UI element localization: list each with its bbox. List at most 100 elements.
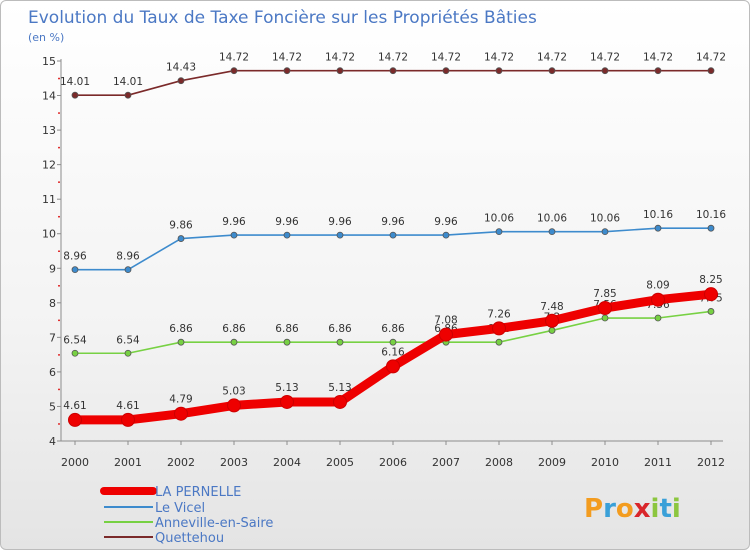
y-minor-tick [58, 285, 60, 287]
data-label: 7.08 [434, 315, 457, 327]
data-point [177, 77, 185, 85]
data-label: 14.72 [219, 52, 249, 64]
data-label: 9.96 [381, 216, 405, 228]
x-tick-label: 2007 [432, 456, 460, 469]
y-tick-label: 13 [42, 124, 56, 137]
x-tick-label: 2012 [697, 456, 725, 469]
series-layer: 14.01 14.01 14.43 14.72 14.72 14.72 14.72 14.72… [60, 52, 726, 427]
data-point [283, 338, 291, 346]
x-tick-label: 2004 [273, 456, 301, 469]
x-tick-label: 2006 [379, 456, 407, 469]
y-minor-tick [58, 181, 60, 183]
data-label: 6.86 [381, 323, 405, 335]
y-minor-tick [58, 388, 60, 391]
x-tick-label: 2008 [485, 456, 513, 469]
data-label: 6.16 [381, 346, 405, 358]
data-label: 6.54 [116, 334, 140, 346]
data-point [548, 327, 556, 334]
y-tick-label: 11 [42, 193, 56, 206]
data-label: 14.01 [60, 76, 90, 88]
data-label: 14.01 [113, 76, 143, 88]
data-label: 9.96 [222, 216, 246, 228]
data-label: 14.72 [484, 52, 514, 64]
data-point [121, 412, 135, 427]
data-point [548, 67, 556, 75]
data-label: 9.96 [434, 216, 458, 228]
data-point [495, 338, 503, 346]
legend-label: Quettehou [155, 531, 224, 546]
series-line [74, 69, 712, 96]
data-label: 10.06 [484, 213, 514, 225]
y-tick-label: 15 [42, 55, 56, 68]
y-minor-tick [58, 423, 60, 425]
data-point [495, 67, 503, 75]
y-tick-label: 12 [42, 159, 56, 172]
data-label: 14.72 [643, 52, 673, 64]
data-label: 7.26 [487, 308, 511, 320]
logo-letter: t [659, 494, 671, 524]
data-label: 14.72 [272, 52, 302, 64]
data-label: 5.13 [328, 382, 351, 394]
x-tick-label: 2009 [538, 456, 566, 469]
data-point [230, 231, 238, 239]
logo-letter: x [634, 494, 651, 524]
y-minor-tick [58, 146, 60, 149]
series-la-pernelle: 4.61 4.61 4.79 5.03 5.13 5.13 6.16 7.08 7.26 7.48… [63, 274, 723, 427]
legend-label: LA PERNELLE [155, 485, 241, 500]
y-minor-tick [58, 215, 60, 218]
data-point [707, 67, 715, 75]
data-point [442, 67, 450, 75]
data-label: 6.86 [275, 323, 299, 335]
data-point [174, 406, 188, 421]
series-le-vicel: 8.96 8.96 9.86 9.96 9.96 9.96 9.96 9.96 10.06 10.… [63, 209, 726, 274]
data-point [227, 398, 241, 413]
data-point [601, 314, 609, 322]
data-point [230, 338, 238, 346]
logo-letter: o [616, 494, 634, 524]
data-point [386, 359, 400, 374]
data-point [177, 338, 185, 346]
y-tick-label: 10 [42, 228, 56, 241]
logo-letter: i [672, 494, 681, 524]
data-point [124, 266, 132, 274]
y-minor-tick [58, 319, 60, 322]
data-point [654, 67, 662, 75]
data-label: 9.96 [275, 216, 299, 228]
x-tick-label: 2000 [61, 456, 89, 469]
data-label: 4.61 [116, 400, 139, 412]
data-label: 5.13 [275, 382, 298, 394]
x-tick-label: 2002 [167, 456, 195, 469]
data-label: 4.79 [169, 394, 192, 406]
chart-title: Evolution du Taux de Taxe Foncière sur l… [28, 8, 537, 28]
data-label: 7.85 [593, 288, 616, 300]
data-label: 8.25 [699, 274, 722, 286]
series-quettehou: 14.01 14.01 14.43 14.72 14.72 14.72 14.72 14.72… [60, 52, 726, 99]
data-label: 6.54 [63, 334, 87, 346]
y-tick-label: 4 [49, 435, 56, 448]
y-tick-label: 5 [49, 400, 56, 413]
data-point [707, 308, 715, 315]
data-point [651, 292, 665, 307]
data-point [177, 235, 185, 242]
data-point [124, 349, 132, 357]
data-point [389, 67, 397, 75]
data-point [654, 224, 662, 232]
data-point [68, 412, 82, 427]
x-tick-label: 2010 [591, 456, 619, 469]
data-point [71, 349, 79, 357]
data-label: 10.06 [590, 213, 620, 225]
data-point [598, 301, 612, 315]
data-label: 10.06 [537, 213, 567, 225]
data-point [389, 231, 397, 239]
x-tick-label: 2011 [644, 456, 672, 469]
data-label: 7.48 [540, 301, 563, 313]
data-point [280, 394, 294, 409]
data-point [71, 91, 79, 99]
data-point [548, 228, 556, 236]
data-point [654, 314, 662, 322]
data-label: 9.96 [328, 216, 352, 228]
logo-letter: P [584, 494, 603, 524]
data-label: 8.96 [116, 251, 140, 263]
